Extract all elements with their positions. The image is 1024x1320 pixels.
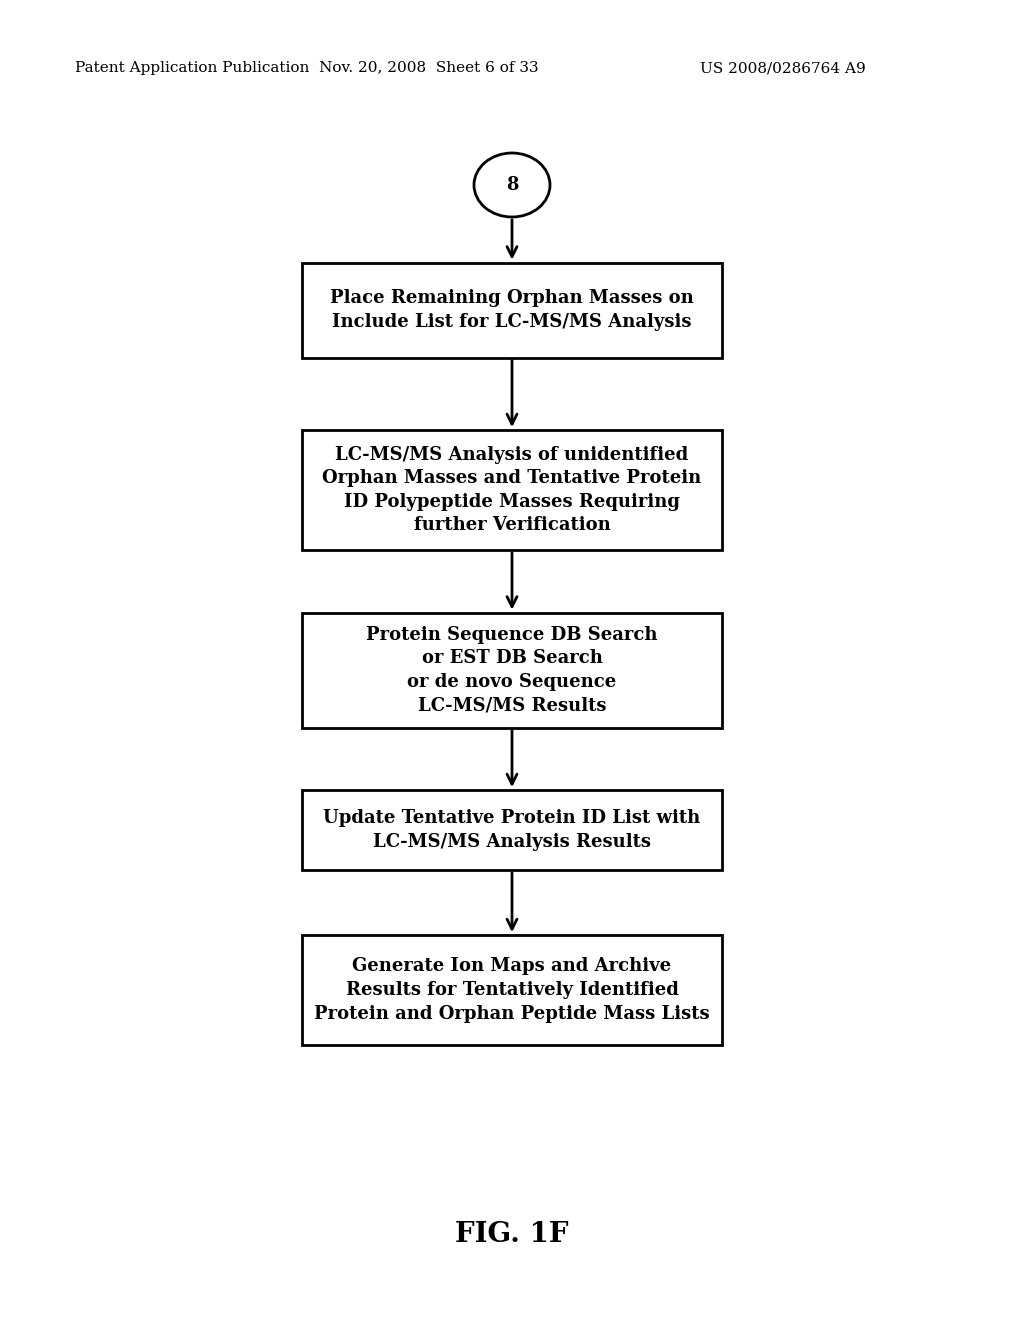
Text: Update Tentative Protein ID List with
LC-MS/MS Analysis Results: Update Tentative Protein ID List with LC… (324, 809, 700, 851)
Bar (302, 612, 722, 727)
Text: LC-MS/MS Analysis of unidentified
Orphan Masses and Tentative Protein
ID Polypep: LC-MS/MS Analysis of unidentified Orphan… (323, 446, 701, 535)
Bar (302, 263, 722, 358)
Text: 8: 8 (506, 176, 518, 194)
Text: US 2008/0286764 A9: US 2008/0286764 A9 (700, 61, 865, 75)
Bar (302, 789, 722, 870)
Text: Place Remaining Orphan Masses on
Include List for LC-MS/MS Analysis: Place Remaining Orphan Masses on Include… (330, 289, 694, 331)
Text: Generate Ion Maps and Archive
Results for Tentatively Identified
Protein and Orp: Generate Ion Maps and Archive Results fo… (314, 957, 710, 1023)
Bar (302, 430, 722, 550)
Text: Protein Sequence DB Search
or EST DB Search
or de novo Sequence
LC-MS/MS Results: Protein Sequence DB Search or EST DB Sea… (367, 626, 657, 714)
Bar (302, 935, 722, 1045)
Text: FIG. 1F: FIG. 1F (456, 1221, 568, 1249)
Text: Patent Application Publication  Nov. 20, 2008  Sheet 6 of 33: Patent Application Publication Nov. 20, … (75, 61, 539, 75)
